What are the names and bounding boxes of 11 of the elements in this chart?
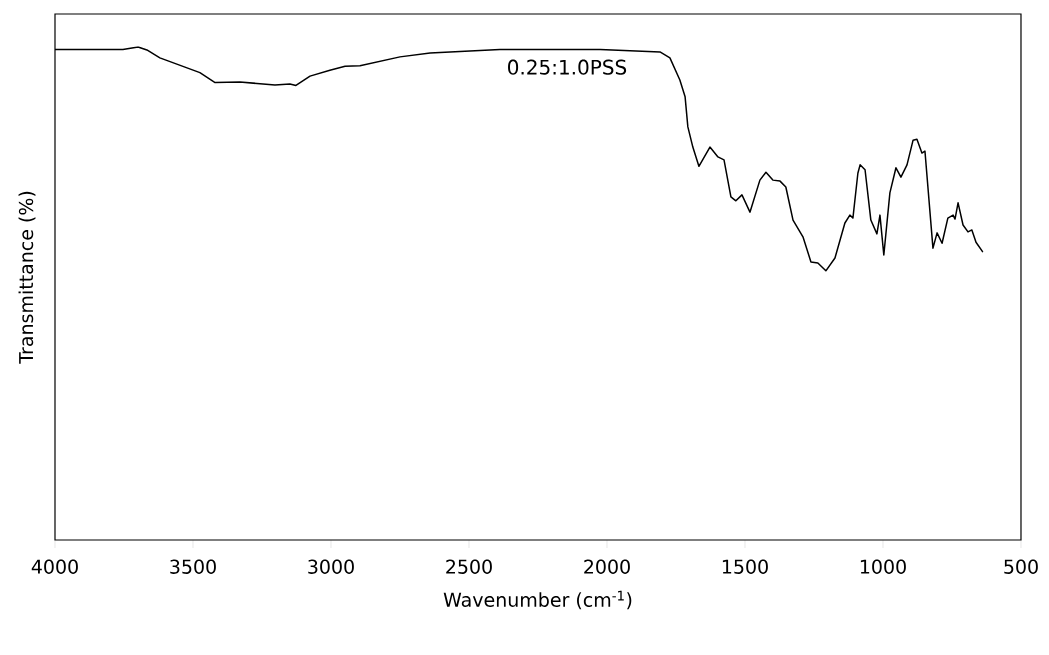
y-axis-title: Transmittance (%) (18, 191, 36, 364)
x-tick-label: 4000 (31, 559, 78, 574)
x-tick-label: 500 (1004, 559, 1038, 574)
x-tick-label: 1000 (860, 559, 906, 574)
annotation: 0.25:1.0PSS (508, 59, 627, 75)
x-tick-label: 1500 (722, 559, 768, 574)
x-axis-title: Wavenumber (cm$^{-1}$) (443, 590, 632, 610)
x-tick-label: 3000 (308, 559, 354, 574)
x-tick-label: 3500 (170, 559, 216, 574)
x-tick-label: 2000 (584, 559, 630, 574)
x-tick-label: 2500 (446, 559, 492, 574)
